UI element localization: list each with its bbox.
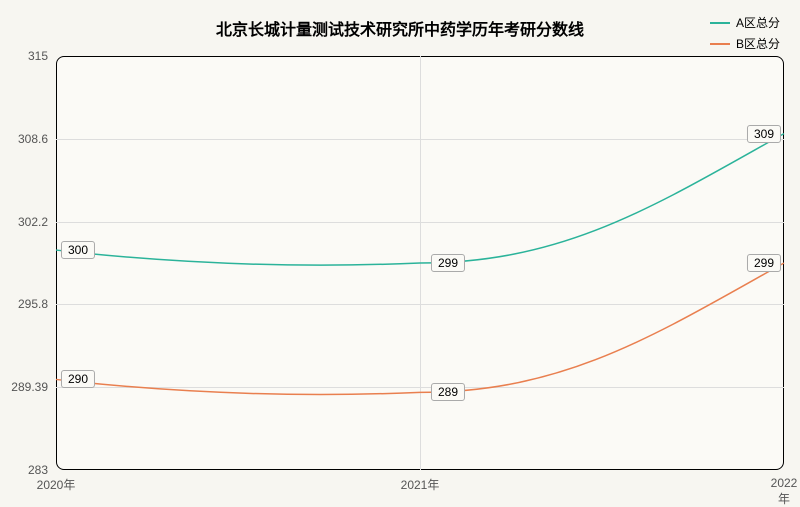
- data-label: 300: [61, 241, 95, 259]
- chart-container: 北京长城计量测试技术研究所中药学历年考研分数线 A区总分 B区总分 283289…: [0, 0, 800, 500]
- data-label: 290: [61, 370, 95, 388]
- data-label: 289: [431, 383, 465, 401]
- series-line-0: [56, 134, 784, 265]
- series-line-1: [56, 263, 784, 394]
- data-label: 309: [747, 125, 781, 143]
- data-label: 299: [431, 254, 465, 272]
- line-layer: [0, 0, 800, 500]
- data-label: 299: [747, 254, 781, 272]
